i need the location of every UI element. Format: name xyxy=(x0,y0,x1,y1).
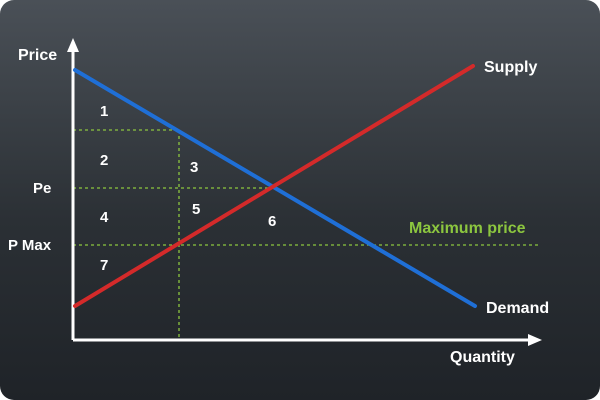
y-axis-arrow-icon xyxy=(67,38,79,52)
supply-curve xyxy=(73,64,475,308)
region-label: 6 xyxy=(268,213,276,230)
guide-lines xyxy=(73,129,540,340)
x-axis-arrow-icon xyxy=(528,334,542,346)
supply-label: Supply xyxy=(484,59,537,76)
region-label: 5 xyxy=(192,201,200,218)
region-label: 7 xyxy=(100,257,108,274)
region-label: 1 xyxy=(100,103,108,120)
maximum-price-label: Maximum price xyxy=(409,220,526,237)
axes xyxy=(71,48,532,342)
equilibrium-price-label: Pe xyxy=(33,180,51,197)
demand-curve xyxy=(73,68,477,308)
region-label: 3 xyxy=(190,159,198,176)
max-price-tick-label: P Max xyxy=(8,237,52,254)
region-label: 4 xyxy=(100,209,109,226)
x-axis-label: Quantity xyxy=(450,349,515,366)
y-axis-label: Price xyxy=(18,47,57,64)
demand-label: Demand xyxy=(486,300,549,317)
region-label: 2 xyxy=(100,152,108,169)
